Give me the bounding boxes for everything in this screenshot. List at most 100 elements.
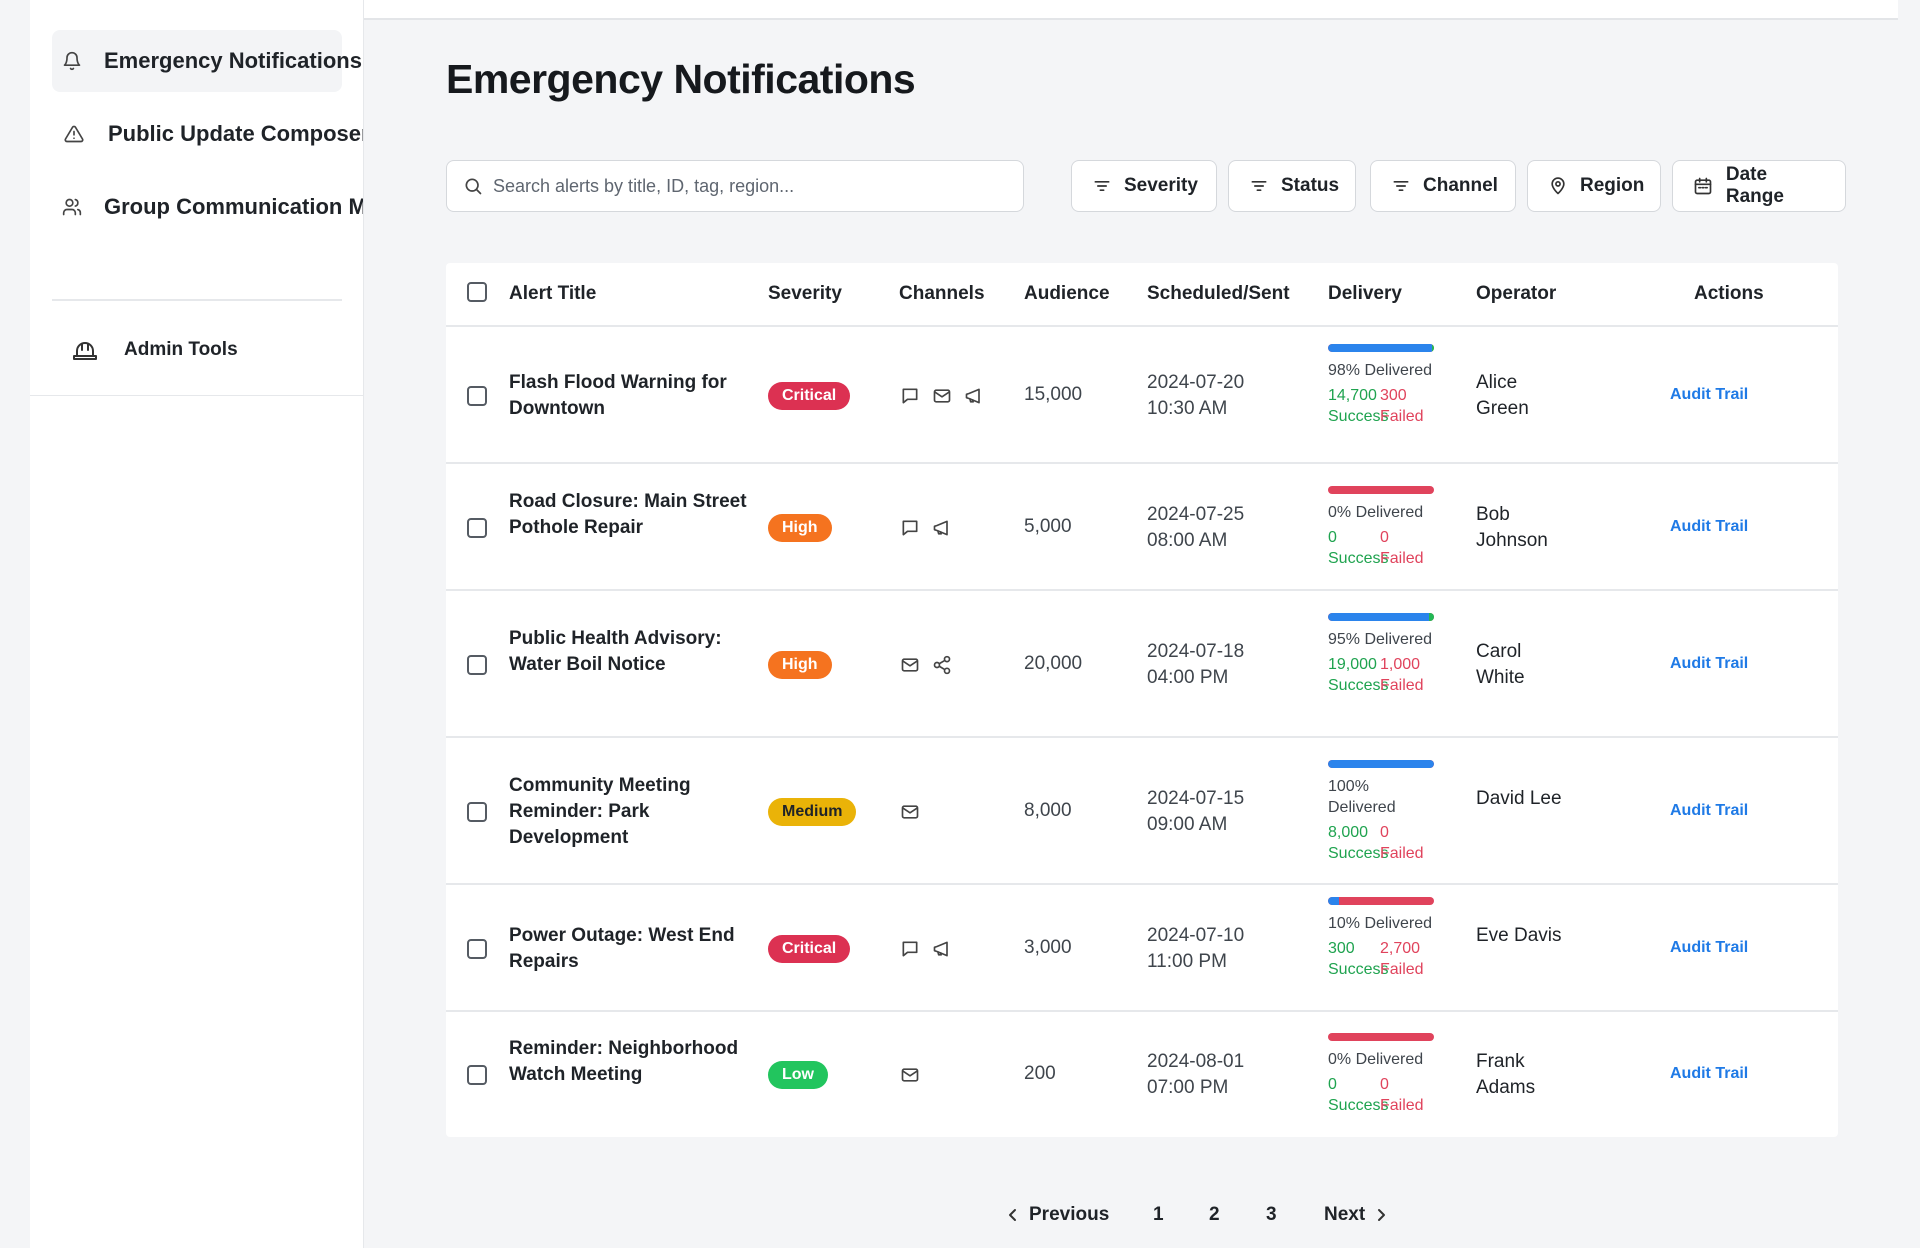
email-icon	[899, 1064, 921, 1086]
status-filter-button[interactable]: Status	[1228, 160, 1356, 212]
audit-trail-link[interactable]: Audit Trail	[1670, 938, 1749, 956]
header-severity[interactable]: Severity	[768, 283, 842, 304]
page-3-button[interactable]: 3	[1266, 1204, 1277, 1225]
row-checkbox[interactable]	[467, 1064, 487, 1085]
severity-badge: Low	[768, 1060, 828, 1089]
table-row[interactable]: Power Outage: West End Repairs Critical …	[446, 885, 1838, 1012]
success-count: 0	[1328, 528, 1337, 546]
header-alert-title[interactable]: Alert Title	[509, 283, 597, 304]
severity-filter-button[interactable]: Severity	[1071, 160, 1217, 212]
sidebar-item-group-communication[interactable]: Group Communication Manager	[52, 176, 363, 238]
pagination: Previous 1 2 3 Next	[364, 1204, 1900, 1244]
audience-count: 3,000	[1024, 936, 1072, 958]
region-filter-button[interactable]: Region	[1527, 160, 1661, 212]
alert-title[interactable]: Power Outage: West End Repairs	[509, 924, 735, 972]
failed-count: 300	[1380, 386, 1407, 404]
header-actions: Actions	[1694, 283, 1764, 304]
success-label: Success	[1328, 549, 1389, 567]
table-row[interactable]: Community Meeting Reminder: Park Develop…	[446, 738, 1838, 885]
megaphone-icon	[931, 517, 953, 539]
scheduled-datetime: 2024-07-15 09:00 AM	[1147, 786, 1244, 838]
delivery-progress-bar	[1328, 759, 1434, 768]
sidebar-item-emergency-notifications[interactable]: Emergency Notifications	[52, 30, 362, 92]
sidebar-item-admin-tools[interactable]: Admin Tools	[72, 330, 238, 370]
previous-label: Previous	[1029, 1204, 1110, 1225]
search-box[interactable]	[446, 160, 1024, 212]
audience-count: 5,000	[1024, 515, 1072, 537]
failed-count: 0	[1380, 823, 1389, 841]
operator-name: David Lee	[1476, 787, 1562, 809]
audience-count: 20,000	[1024, 652, 1083, 674]
success-count-col: 0 Success	[1328, 527, 1392, 569]
sidebar-divider	[52, 299, 342, 301]
channel-icons	[899, 938, 953, 960]
success-label: Success	[1328, 1096, 1389, 1114]
scheduled-time: 10:30 AM	[1147, 397, 1228, 419]
delivery-progress-tip	[1431, 343, 1434, 352]
page-1-button[interactable]: 1	[1153, 1204, 1164, 1225]
header-channels[interactable]: Channels	[899, 283, 985, 304]
search-input[interactable]	[493, 175, 1013, 197]
scheduled-date: 2024-07-10	[1147, 924, 1245, 946]
alert-title[interactable]: Road Closure: Main Street Pothole Repair	[509, 490, 747, 538]
row-checkbox[interactable]	[467, 654, 487, 675]
email-icon	[899, 654, 921, 676]
row-checkbox[interactable]	[467, 801, 487, 822]
header-audience[interactable]: Audience	[1024, 283, 1110, 304]
delivery-progress-fill	[1328, 612, 1429, 621]
select-all-checkbox[interactable]	[467, 282, 487, 302]
scheduled-datetime: 2024-07-10 11:00 PM	[1147, 923, 1244, 975]
delivery-counts: 0 Success 0 Failed	[1328, 527, 1438, 569]
alert-title[interactable]: Flash Flood Warning for Downtown	[509, 371, 727, 419]
row-checkbox[interactable]	[467, 938, 487, 959]
scheduled-date: 2024-08-01	[1147, 1050, 1245, 1072]
alert-title[interactable]: Public Health Advisory: Water Boil Notic…	[509, 627, 722, 675]
delivery-status: 100% Delivered 8,000 Success 0 Failed	[1328, 759, 1438, 864]
sidebar-item-public-update-composer[interactable]: Public Update Composer	[52, 103, 364, 165]
audit-trail-link[interactable]: Audit Trail	[1670, 1064, 1749, 1082]
failed-label: Failed	[1380, 407, 1424, 425]
failed-count-col: 2,700 Failed	[1380, 938, 1430, 980]
chat-bubble-icon	[899, 385, 921, 407]
failed-count: 1,000	[1380, 655, 1421, 673]
failed-label: Failed	[1380, 676, 1424, 694]
table-row[interactable]: Road Closure: Main Street Pothole Repair…	[446, 464, 1838, 591]
status-filter-label: Status	[1281, 175, 1340, 196]
severity-badge: High	[768, 650, 832, 679]
header-operator[interactable]: Operator	[1476, 283, 1557, 304]
row-checkbox[interactable]	[467, 517, 487, 538]
page-2-button[interactable]: 2	[1209, 1204, 1220, 1225]
audit-trail-link[interactable]: Audit Trail	[1670, 654, 1749, 672]
sidebar-item-label: Public Update Composer	[108, 121, 364, 146]
alert-title[interactable]: Reminder: Neighborhood Watch Meeting	[509, 1037, 739, 1085]
alert-title[interactable]: Community Meeting Reminder: Park Develop…	[509, 774, 691, 848]
header-scheduled[interactable]: Scheduled/Sent	[1147, 283, 1290, 304]
channel-filter-button[interactable]: Channel	[1370, 160, 1516, 212]
success-count-col: 8,000 Success	[1328, 822, 1392, 864]
row-checkbox[interactable]	[467, 385, 487, 406]
delivery-progress-bar	[1328, 343, 1434, 352]
audit-trail-link[interactable]: Audit Trail	[1670, 801, 1749, 819]
audit-trail-link[interactable]: Audit Trail	[1670, 385, 1749, 403]
date-range-filter-button[interactable]: Date Range	[1672, 160, 1846, 212]
audit-trail-link[interactable]: Audit Trail	[1670, 517, 1749, 535]
severity-badge: Critical	[768, 934, 851, 963]
success-count-col: 0 Success	[1328, 1074, 1392, 1116]
delivered-percent: 0% Delivered	[1328, 503, 1424, 521]
failed-count: 0	[1380, 528, 1389, 546]
scheduled-datetime: 2024-08-01 07:00 PM	[1147, 1049, 1244, 1101]
sidebar-item-label: Group Communication Manager	[104, 194, 363, 219]
next-page-button[interactable]: Next	[1324, 1204, 1387, 1226]
failed-count-col: 0 Failed	[1380, 1074, 1430, 1116]
megaphone-icon	[931, 938, 953, 960]
severity-filter-label: Severity	[1124, 175, 1198, 196]
table-row[interactable]: Flash Flood Warning for Downtown Critica…	[446, 327, 1838, 464]
table-row[interactable]: Reminder: Neighborhood Watch Meeting Low…	[446, 1012, 1838, 1137]
filter-icon	[1249, 175, 1269, 197]
header-delivery[interactable]: Delivery	[1328, 283, 1402, 304]
channel-icons	[899, 801, 921, 823]
delivery-progress-tip	[1428, 612, 1434, 621]
previous-page-button[interactable]: Previous	[1007, 1204, 1109, 1226]
success-count: 8,000	[1328, 823, 1369, 841]
table-row[interactable]: Public Health Advisory: Water Boil Notic…	[446, 591, 1838, 738]
